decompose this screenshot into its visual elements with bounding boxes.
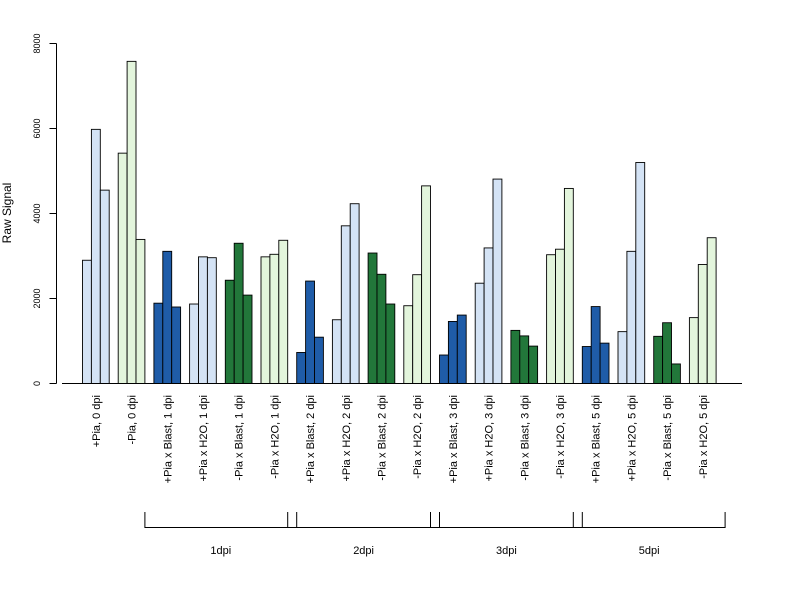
bar <box>528 345 539 384</box>
bar <box>82 259 92 384</box>
bar <box>305 280 315 384</box>
bar <box>626 250 637 384</box>
category-label: -Pia x Blast, 5 dpi <box>662 395 674 481</box>
bar <box>483 247 494 384</box>
category-label: +Pia x Blast, 2 dpi <box>305 395 317 483</box>
group-label: 1dpi <box>210 545 231 557</box>
bar <box>617 331 628 384</box>
bar <box>99 189 110 384</box>
bar <box>492 178 503 384</box>
group-brackets: 1dpi 2dpi 3dpi 5dpi <box>144 512 726 557</box>
group-bracket <box>287 512 440 528</box>
y-tick-label: 4000 <box>32 203 42 223</box>
category-label: +Pia, 0 dpi <box>91 395 103 447</box>
bar <box>653 335 664 384</box>
bar <box>117 152 128 384</box>
bar <box>403 305 414 384</box>
bar <box>546 254 556 384</box>
bar <box>421 185 431 384</box>
bar <box>510 329 521 384</box>
bar <box>153 302 164 384</box>
category-label: +Pia x H2O, 2 dpi <box>341 395 353 482</box>
bar <box>260 256 271 384</box>
bar <box>662 322 672 384</box>
category-label: +Pia x H2O, 3 dpi <box>484 395 496 482</box>
bar <box>206 257 217 384</box>
bar <box>563 187 574 384</box>
category-label: -Pia x H2O, 3 dpi <box>555 395 567 479</box>
category-labels: +Pia, 0 dpi -Pia, 0 dpi +Pia x Blast, 1 dp… <box>91 395 710 483</box>
group-label: 5dpi <box>639 545 660 557</box>
bar <box>590 306 601 384</box>
bar <box>90 128 101 384</box>
bar <box>519 335 530 384</box>
bar <box>278 239 289 384</box>
group-bracket <box>144 512 298 528</box>
bar <box>555 248 565 384</box>
bar <box>456 314 467 384</box>
bar <box>599 342 610 384</box>
bar <box>242 294 253 384</box>
bar <box>581 346 592 384</box>
category-label: +Pia x H2O, 5 dpi <box>626 395 638 482</box>
group-bracket <box>572 512 726 528</box>
bar <box>331 319 342 384</box>
bar <box>367 252 378 384</box>
bar <box>198 256 208 384</box>
y-tick-label: 0 <box>32 381 42 386</box>
bar <box>447 321 458 384</box>
bar <box>171 306 182 384</box>
bar <box>126 60 137 384</box>
bar <box>162 250 173 384</box>
y-tick-label: 8000 <box>32 33 42 53</box>
bar <box>224 279 235 384</box>
category-label: -Pia x Blast, 3 dpi <box>519 395 531 481</box>
bar <box>296 352 307 384</box>
bar <box>635 162 646 384</box>
bar <box>314 336 324 384</box>
y-tick-label: 2000 <box>32 288 42 308</box>
bar <box>233 242 244 384</box>
category-label: -Pia x H2O, 1 dpi <box>269 395 281 479</box>
bar <box>189 303 199 384</box>
category-label: -Pia x Blast, 1 dpi <box>234 395 246 481</box>
bar <box>706 237 717 384</box>
bar <box>385 303 396 384</box>
bar <box>349 203 360 384</box>
bar <box>474 282 485 384</box>
bar <box>412 274 423 384</box>
category-label: +Pia x Blast, 1 dpi <box>162 395 174 483</box>
bar <box>340 225 351 384</box>
y-axis-label: Raw Signal <box>0 183 14 244</box>
category-label: +Pia x Blast, 3 dpi <box>448 395 460 483</box>
category-label: -Pia x H2O, 5 dpi <box>698 395 710 479</box>
category-label: +Pia x H2O, 1 dpi <box>198 395 210 482</box>
bar <box>439 354 449 384</box>
bars <box>82 60 717 384</box>
bar <box>697 264 708 384</box>
bar <box>671 363 681 384</box>
axes: 0 2000 4000 6000 8000 <box>32 33 742 386</box>
group-bracket <box>430 512 583 528</box>
category-label: -Pia, 0 dpi <box>127 395 139 445</box>
group-label: 2dpi <box>353 545 374 557</box>
bar <box>135 238 146 384</box>
bar <box>376 273 387 384</box>
category-label: -Pia x H2O, 2 dpi <box>412 395 424 479</box>
group-label: 3dpi <box>496 545 517 557</box>
bar <box>269 253 280 384</box>
y-tick-label: 6000 <box>32 118 42 138</box>
category-label: +Pia x Blast, 5 dpi <box>591 395 603 483</box>
category-label: -Pia x Blast, 2 dpi <box>377 395 389 481</box>
bar <box>688 317 699 384</box>
